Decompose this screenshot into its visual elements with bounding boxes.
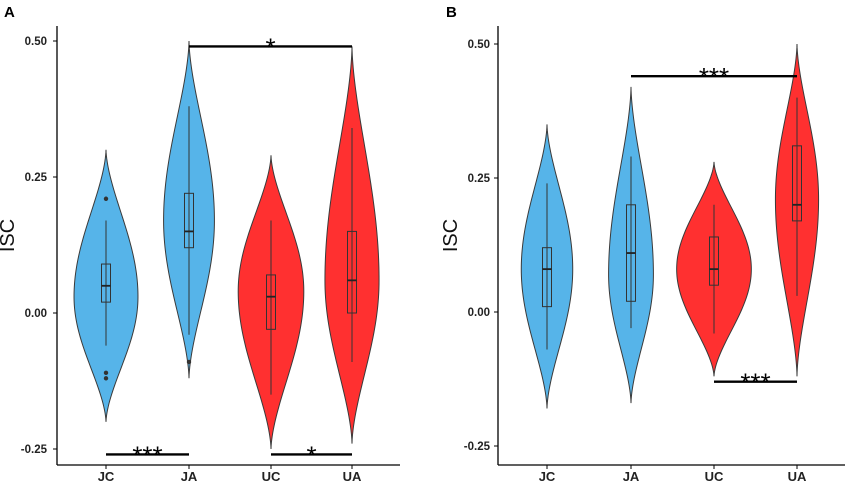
box-uc bbox=[709, 236, 719, 286]
y-tick-label: 0.00 bbox=[468, 307, 490, 319]
panel-letter: B bbox=[446, 4, 457, 21]
box-jc bbox=[542, 247, 552, 308]
x-tick-label: UC bbox=[262, 469, 281, 484]
x-tick-label: UC bbox=[705, 469, 724, 484]
box-jc bbox=[101, 263, 111, 303]
box-ua bbox=[347, 230, 357, 314]
y-tick-label: 0.00 bbox=[25, 308, 47, 320]
y-tick-label: -0.25 bbox=[21, 444, 48, 456]
y-tick-label: 0.50 bbox=[25, 36, 47, 48]
y-tick-label: 0.25 bbox=[25, 172, 48, 184]
x-tick-label: UA bbox=[343, 469, 362, 484]
x-tick-label: JA bbox=[623, 469, 640, 484]
significance-label: * bbox=[306, 440, 316, 470]
outlier-point bbox=[103, 370, 109, 376]
y-tick-label: 0.50 bbox=[468, 39, 490, 51]
significance-label: *** bbox=[699, 62, 729, 92]
outlier-point bbox=[186, 359, 192, 365]
x-tick-label: JC bbox=[98, 469, 115, 484]
y-axis-label: ISC bbox=[440, 219, 462, 252]
box-uc bbox=[266, 274, 276, 330]
significance-label: * bbox=[265, 32, 275, 62]
panel-b: B -0.25 0.00 0.25 0.50 ISC JC JA UC UA *** *** bbox=[440, 4, 845, 484]
box-ja bbox=[184, 192, 194, 249]
significance-label: *** bbox=[740, 368, 770, 398]
y-tick-label: -0.25 bbox=[464, 441, 491, 453]
outlier-point bbox=[103, 196, 109, 201]
box-ua bbox=[792, 145, 802, 222]
x-tick-label: UA bbox=[788, 469, 807, 484]
y-axis-label: ISC bbox=[0, 219, 19, 252]
x-tick-label: JC bbox=[539, 469, 556, 484]
outlier-point bbox=[103, 376, 109, 381]
x-tick-label: JA bbox=[181, 469, 198, 484]
significance-label: *** bbox=[132, 440, 162, 470]
panel-letter: A bbox=[4, 4, 15, 21]
y-tick-label: 0.25 bbox=[468, 173, 491, 185]
